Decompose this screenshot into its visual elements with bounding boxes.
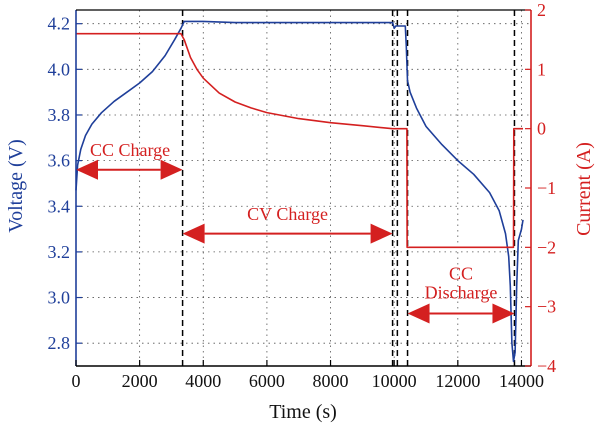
x-tick-label: 6000 <box>249 371 285 391</box>
annotation-label: CC <box>449 263 473 283</box>
left-y-axis-label: Voltage (V) <box>5 139 27 233</box>
x-tick-label: 2000 <box>122 371 158 391</box>
annotation-arrowhead-left <box>182 223 205 244</box>
left-tick-label: 3.6 <box>48 151 71 171</box>
right-y-axis-label: Current (A) <box>573 142 595 236</box>
left-tick-label: 3.0 <box>48 288 71 308</box>
axis-labels: Time (s) Voltage (V) Current (A) <box>5 139 595 423</box>
left-tick-label: 2.8 <box>48 333 71 353</box>
right-tick-label: −1 <box>537 178 556 198</box>
right-tick-label: 2 <box>537 0 546 20</box>
right-tick-label: −3 <box>537 297 556 317</box>
annotation-label: CV Charge <box>247 204 328 224</box>
x-tick-label: 12000 <box>435 371 480 391</box>
right-tick-label: 1 <box>537 59 546 79</box>
annotation-arrowhead-right <box>370 223 393 244</box>
x-tick-label: 4000 <box>185 371 221 391</box>
x-tick-label: 14000 <box>499 371 544 391</box>
x-tick-label: 0 <box>72 371 81 391</box>
x-tick-label: 8000 <box>313 371 349 391</box>
voltage-line <box>75 20 524 363</box>
annotation-label: Discharge <box>425 283 498 303</box>
current-line <box>76 32 523 249</box>
left-tick-label: 4.2 <box>48 14 71 34</box>
x-axis-label: Time (s) <box>269 401 337 423</box>
annotation-arrowhead-right <box>160 159 183 180</box>
right-tick-label: −4 <box>537 356 556 376</box>
left-tick-label: 4.0 <box>48 59 71 79</box>
x-tick-label: 10000 <box>372 371 417 391</box>
annotation-arrowhead-left <box>407 303 430 324</box>
annotation-arrowhead-left <box>76 159 98 180</box>
left-tick-label: 3.8 <box>48 105 71 125</box>
left-tick-label: 3.4 <box>48 196 71 216</box>
axes: 0 2000 4000 6000 8000 10000 12000 14000 2.8 3.0 3.… <box>48 0 557 391</box>
series <box>75 20 524 363</box>
right-tick-label: −2 <box>537 237 556 257</box>
right-tick-label: 0 <box>537 119 546 139</box>
annotation-label: CC Charge <box>90 140 170 160</box>
annotation-arrowhead-right <box>492 303 515 324</box>
left-tick-label: 3.2 <box>48 242 71 262</box>
